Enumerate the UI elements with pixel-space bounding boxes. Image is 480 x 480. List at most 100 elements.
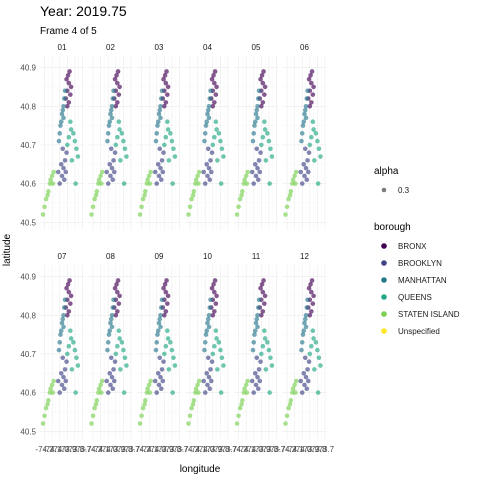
data-point (311, 127, 316, 132)
data-point (255, 165, 260, 171)
facet-panel-11: 11 -74.2-74.1-74.0-73.9-73.8-73.7 (229, 252, 286, 454)
data-point (202, 347, 207, 353)
data-point (65, 312, 70, 318)
data-point (45, 192, 50, 198)
data-point (166, 367, 172, 372)
data-point (48, 386, 53, 392)
data-point (202, 131, 208, 136)
data-point (163, 289, 169, 295)
data-point (110, 305, 116, 310)
data-point (213, 92, 219, 97)
data-point (142, 401, 147, 407)
data-point (58, 332, 63, 337)
data-point (202, 138, 207, 144)
alpha-legend-title: alpha (374, 166, 399, 177)
data-point (205, 146, 211, 152)
data-point (259, 103, 264, 109)
data-point (148, 169, 153, 175)
data-point (107, 370, 113, 376)
data-point (115, 80, 120, 86)
data-point (121, 181, 127, 186)
data-point (60, 146, 66, 152)
data-point (61, 324, 66, 330)
data-point (121, 390, 127, 395)
data-point (61, 96, 67, 101)
data-point (255, 103, 260, 109)
borough-legend-title: borough (374, 222, 411, 233)
data-point (262, 301, 267, 306)
facet-strip-label: 07 (58, 252, 67, 261)
data-point (305, 158, 310, 163)
data-point (162, 73, 168, 78)
data-point (60, 107, 66, 113)
data-point (309, 134, 314, 140)
data-point (42, 204, 47, 210)
data-point (311, 293, 316, 299)
data-point (298, 169, 304, 175)
data-point (205, 355, 211, 361)
facet-panel-01: 01 40.5 40.6 40.7 40.8 40.9 (20, 43, 84, 230)
data-point (115, 100, 120, 105)
data-point (287, 192, 293, 198)
facet-strip-label: 11 (252, 252, 261, 261)
data-point (210, 351, 216, 357)
data-point (212, 343, 217, 349)
data-point (156, 173, 162, 179)
data-point (293, 378, 299, 384)
data-point (254, 316, 260, 322)
data-point (253, 320, 259, 326)
data-point (204, 370, 210, 376)
data-point (155, 370, 161, 376)
data-point (186, 212, 191, 217)
data-point (210, 103, 216, 109)
data-point (303, 115, 309, 121)
data-point (258, 150, 263, 155)
data-point (89, 421, 94, 426)
data-point (110, 177, 116, 183)
data-point (205, 107, 211, 113)
data-point (65, 351, 70, 357)
data-point (212, 69, 218, 74)
data-point (299, 340, 305, 345)
data-point (50, 390, 56, 395)
facet-panel-09: 09 -74.2-74.1-74.0-73.9-73.8-73.7 (132, 252, 189, 454)
data-point (61, 165, 66, 171)
data-point (215, 367, 220, 372)
data-point (284, 413, 290, 419)
data-point (109, 165, 115, 171)
data-point (99, 378, 105, 384)
data-point (108, 173, 113, 179)
data-point (301, 328, 307, 334)
data-point (256, 297, 262, 303)
data-point (57, 131, 63, 136)
data-point (254, 146, 260, 152)
data-point (202, 340, 208, 345)
data-point (66, 100, 72, 105)
data-point (254, 355, 260, 361)
data-point (255, 305, 261, 310)
data-point (257, 169, 263, 175)
data-point (121, 347, 126, 353)
data-point (49, 173, 55, 179)
data-point (213, 119, 219, 125)
data-point (40, 212, 46, 217)
data-point (195, 382, 200, 388)
data-point (108, 146, 114, 152)
y-tick-label: 40.7 (20, 141, 36, 150)
data-point (62, 88, 68, 94)
legend-label: STATEN ISLAND (398, 310, 460, 319)
facet-panel-06: 06 (282, 43, 327, 230)
data-point (60, 355, 66, 361)
data-point (267, 181, 272, 186)
data-point (258, 359, 263, 364)
data-point (312, 367, 317, 372)
data-point (165, 336, 171, 341)
data-point (161, 359, 166, 364)
data-point (159, 88, 165, 94)
data-point (196, 181, 201, 186)
data-point (111, 378, 117, 384)
data-point (290, 177, 296, 183)
data-point (140, 196, 146, 202)
data-point (206, 374, 212, 380)
data-point (259, 282, 265, 287)
